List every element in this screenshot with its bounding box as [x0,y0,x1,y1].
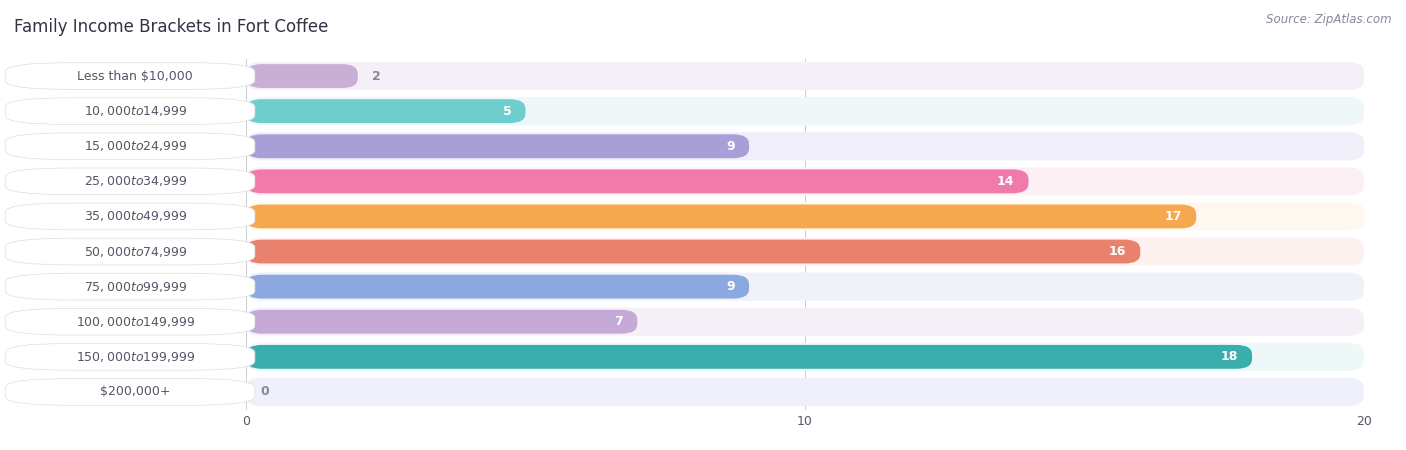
FancyBboxPatch shape [246,345,1253,369]
Text: $25,000 to $34,999: $25,000 to $34,999 [83,174,187,189]
FancyBboxPatch shape [6,308,254,335]
Text: 9: 9 [727,140,735,153]
Text: $150,000 to $199,999: $150,000 to $199,999 [76,350,195,364]
FancyBboxPatch shape [246,308,1364,336]
FancyBboxPatch shape [246,64,357,88]
Text: $50,000 to $74,999: $50,000 to $74,999 [83,244,187,259]
FancyBboxPatch shape [6,63,254,90]
FancyBboxPatch shape [246,238,1364,266]
FancyBboxPatch shape [246,204,1197,229]
FancyBboxPatch shape [6,378,254,405]
Text: Source: ZipAtlas.com: Source: ZipAtlas.com [1267,14,1392,27]
Text: 7: 7 [614,315,623,328]
Text: 2: 2 [371,70,381,82]
Text: 0: 0 [260,386,269,398]
Text: $35,000 to $49,999: $35,000 to $49,999 [83,209,187,224]
Text: 18: 18 [1220,351,1239,363]
FancyBboxPatch shape [246,167,1364,195]
FancyBboxPatch shape [6,273,254,300]
Text: 9: 9 [727,280,735,293]
Text: 16: 16 [1109,245,1126,258]
FancyBboxPatch shape [6,168,254,195]
FancyBboxPatch shape [6,203,254,230]
FancyBboxPatch shape [246,134,749,158]
Text: $100,000 to $149,999: $100,000 to $149,999 [76,315,195,329]
Text: 5: 5 [503,105,512,117]
Text: 17: 17 [1164,210,1182,223]
Text: $15,000 to $24,999: $15,000 to $24,999 [83,139,187,153]
Text: Less than $10,000: Less than $10,000 [77,70,193,82]
FancyBboxPatch shape [246,202,1364,230]
FancyBboxPatch shape [6,343,254,370]
FancyBboxPatch shape [6,98,254,125]
FancyBboxPatch shape [246,62,1364,90]
FancyBboxPatch shape [246,239,1140,264]
Text: Family Income Brackets in Fort Coffee: Family Income Brackets in Fort Coffee [14,18,329,36]
FancyBboxPatch shape [246,132,1364,160]
FancyBboxPatch shape [246,310,637,334]
FancyBboxPatch shape [246,97,1364,125]
FancyBboxPatch shape [246,274,749,299]
FancyBboxPatch shape [246,169,1029,194]
FancyBboxPatch shape [246,99,526,123]
Text: $200,000+: $200,000+ [100,386,170,398]
Text: $75,000 to $99,999: $75,000 to $99,999 [83,279,187,294]
Text: 14: 14 [997,175,1015,188]
FancyBboxPatch shape [246,343,1364,371]
FancyBboxPatch shape [246,273,1364,301]
FancyBboxPatch shape [6,238,254,265]
FancyBboxPatch shape [6,133,254,160]
Text: $10,000 to $14,999: $10,000 to $14,999 [83,104,187,118]
FancyBboxPatch shape [246,378,1364,406]
